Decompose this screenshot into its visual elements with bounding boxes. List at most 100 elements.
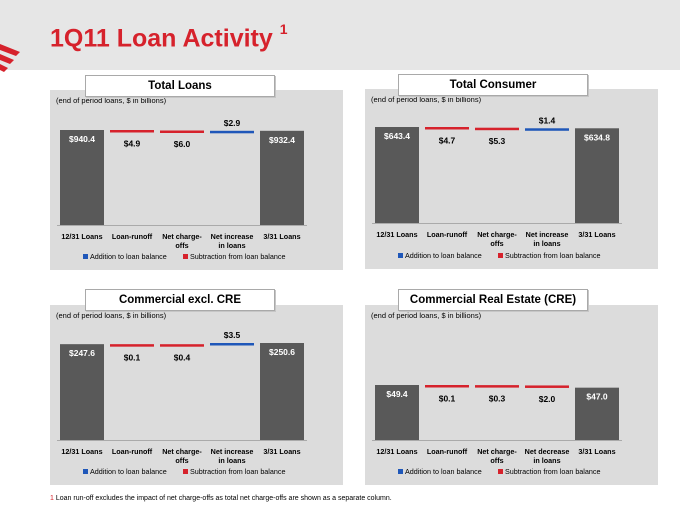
bar-cat-net-charge-offs bbox=[160, 344, 204, 347]
panel-subtitle: (end of period loans, $ in billions) bbox=[371, 311, 482, 320]
bar-cat-3-31-loans bbox=[260, 130, 304, 225]
panel-title-commercial-excl-cre: Commercial excl. CRE bbox=[85, 289, 275, 311]
axis-label-cat-3-31-loans: 3/31 Loans bbox=[263, 232, 300, 241]
value-label-cat-net-increase-in-loans: $3.5 bbox=[224, 330, 241, 340]
page-title: 1Q11 Loan Activity 1 bbox=[50, 21, 288, 53]
chart-commercial-excl-cre: $247.6 12/31 Loans $0.1 Loan-runoff $0.4 Net … bbox=[57, 330, 307, 476]
panel-title-total-loans: Total Loans bbox=[85, 75, 275, 97]
axis-label-cat-3-31-loans: 3/31 Loans bbox=[263, 447, 300, 456]
legend-label-addition: Addition to loan balance bbox=[90, 467, 167, 476]
chart-commercial-real-estate: $49.4 12/31 Loans $0.1 Loan-runoff $0.3 Net c… bbox=[372, 385, 622, 476]
panel-subtitle: (end of period loans, $ in billions) bbox=[56, 311, 167, 320]
value-label-cat-12-31-loans: $643.4 bbox=[384, 131, 410, 141]
value-label-cat-12-31-loans: $940.4 bbox=[69, 134, 95, 144]
bar-cat-loan-runoff bbox=[425, 385, 469, 388]
value-label-cat-12-31-loans: $49.4 bbox=[386, 389, 408, 399]
axis-label-cat-3-31-loans: 3/31 Loans bbox=[578, 447, 615, 456]
axis-label-cat-3-31-loans: 3/31 Loans bbox=[578, 230, 615, 239]
legend-swatch-addition bbox=[398, 253, 403, 258]
bar-cat-net-increase-in-loans bbox=[210, 343, 254, 346]
page-title-footnote-marker: 1 bbox=[279, 21, 288, 37]
bar-cat-loan-runoff bbox=[110, 130, 154, 133]
bank-logo-icon bbox=[0, 44, 20, 72]
legend-label-addition: Addition to loan balance bbox=[405, 251, 482, 260]
footnote: 1 Loan run-off excludes the impact of ne… bbox=[50, 495, 392, 502]
value-label-cat-12-31-loans: $247.6 bbox=[69, 348, 95, 358]
panel-subtitle: (end of period loans, $ in billions) bbox=[56, 96, 167, 105]
axis-label-cat-net-charge-offs: Net charge-offs bbox=[477, 230, 517, 248]
bar-cat-net-increase-in-loans bbox=[210, 130, 254, 134]
axis-label-cat-12-31-loans: 12/31 Loans bbox=[376, 447, 417, 456]
legend-swatch-addition bbox=[398, 469, 403, 474]
legend-swatch-subtraction bbox=[183, 254, 188, 259]
panel-total-consumer: (end of period loans, $ in billions) $64… bbox=[365, 89, 658, 269]
axis-label-cat-net-charge-offs: Net charge-offs bbox=[477, 447, 517, 465]
axis-label-cat-loan-runoff: Loan-runoff bbox=[112, 232, 153, 241]
value-label-cat-net-increase-in-loans: $1.4 bbox=[539, 115, 556, 125]
bar-cat-loan-runoff bbox=[425, 127, 469, 130]
axis-label-cat-net-increase-in-loans: Net increase in loans bbox=[211, 232, 254, 250]
value-label-cat-3-31-loans: $932.4 bbox=[269, 135, 295, 145]
panel-total-loans: (end of period loans, $ in billions) $94… bbox=[50, 90, 343, 270]
value-label-cat-net-increase-in-loans: $2.9 bbox=[224, 118, 241, 128]
chart-total-loans: $940.4 12/31 Loans $4.9 Loan-runoff $6.0 Net … bbox=[57, 118, 307, 261]
panel-subtitle: (end of period loans, $ in billions) bbox=[371, 95, 482, 104]
bar-cat-net-charge-offs bbox=[475, 385, 519, 388]
bar-cat-3-31-loans bbox=[575, 387, 619, 440]
footnote-marker: 1 bbox=[50, 495, 54, 502]
axis-label-cat-net-increase-in-loans: Net increase in loans bbox=[211, 447, 254, 465]
bar-cat-net-charge-offs bbox=[475, 127, 519, 131]
legend-label-addition: Addition to loan balance bbox=[90, 252, 167, 261]
legend-swatch-subtraction bbox=[498, 469, 503, 474]
bar-cat-net-charge-offs bbox=[160, 130, 204, 133]
header-band bbox=[0, 0, 680, 70]
legend-label-subtraction: Subtraction from loan balance bbox=[505, 467, 601, 476]
value-label-cat-loan-runoff: $0.1 bbox=[124, 353, 141, 363]
bar-cat-3-31-loans bbox=[260, 343, 304, 440]
value-label-cat-loan-runoff: $0.1 bbox=[439, 394, 456, 404]
axis-label-cat-net-charge-offs: Net charge-offs bbox=[162, 232, 202, 250]
axis-label-cat-net-increase-in-loans: Net increase in loans bbox=[526, 230, 569, 248]
legend-label-subtraction: Subtraction from loan balance bbox=[190, 467, 286, 476]
bar-cat-loan-runoff bbox=[110, 344, 154, 347]
bar-cat-12-31-loans bbox=[60, 130, 104, 225]
panel-commercial-excl-cre: (end of period loans, $ in billions) $24… bbox=[50, 305, 343, 485]
axis-label-cat-12-31-loans: 12/31 Loans bbox=[61, 232, 102, 241]
bar-cat-12-31-loans bbox=[375, 127, 419, 223]
axis-label-cat-loan-runoff: Loan-runoff bbox=[112, 447, 153, 456]
value-label-cat-net-charge-offs: $5.3 bbox=[489, 136, 506, 146]
value-label-cat-net-charge-offs: $0.3 bbox=[489, 394, 506, 404]
value-label-cat-net-charge-offs: $6.0 bbox=[174, 139, 191, 149]
panel-commercial-real-estate: (end of period loans, $ in billions) $49… bbox=[365, 305, 658, 485]
legend-swatch-addition bbox=[83, 469, 88, 474]
value-label-cat-net-decrease-in-loans: $2.0 bbox=[539, 394, 556, 404]
page-title-text: 1Q11 Loan Activity bbox=[50, 24, 273, 53]
panel-title-commercial-real-estate: Commercial Real Estate (CRE) bbox=[398, 289, 588, 311]
bar-cat-12-31-loans bbox=[60, 344, 104, 440]
bar-cat-12-31-loans bbox=[375, 385, 419, 440]
value-label-cat-3-31-loans: $634.8 bbox=[584, 132, 610, 142]
axis-label-cat-loan-runoff: Loan-runoff bbox=[427, 447, 468, 456]
axis-label-cat-12-31-loans: 12/31 Loans bbox=[61, 447, 102, 456]
legend-swatch-subtraction bbox=[183, 469, 188, 474]
value-label-cat-loan-runoff: $4.9 bbox=[124, 139, 141, 149]
chart-total-consumer: $643.4 12/31 Loans $4.7 Loan-runoff $5.3 Net … bbox=[372, 115, 622, 260]
value-label-cat-net-charge-offs: $0.4 bbox=[174, 353, 191, 363]
legend-label-subtraction: Subtraction from loan balance bbox=[505, 251, 601, 260]
bar-cat-3-31-loans bbox=[575, 128, 619, 223]
footnote-text: Loan run-off excludes the impact of net … bbox=[55, 495, 392, 502]
legend-swatch-subtraction bbox=[498, 253, 503, 258]
value-label-cat-3-31-loans: $250.6 bbox=[269, 347, 295, 357]
axis-label-cat-net-decrease-in-loans: Net decrease in loans bbox=[525, 447, 570, 465]
legend-label-addition: Addition to loan balance bbox=[405, 467, 482, 476]
value-label-cat-loan-runoff: $4.7 bbox=[439, 136, 456, 146]
legend-label-subtraction: Subtraction from loan balance bbox=[190, 252, 286, 261]
legend-swatch-addition bbox=[83, 254, 88, 259]
bar-cat-net-increase-in-loans bbox=[525, 128, 569, 131]
value-label-cat-3-31-loans: $47.0 bbox=[586, 392, 608, 402]
axis-label-cat-net-charge-offs: Net charge-offs bbox=[162, 447, 202, 465]
panel-title-total-consumer: Total Consumer bbox=[398, 74, 588, 96]
bar-cat-net-decrease-in-loans bbox=[525, 385, 569, 388]
axis-label-cat-12-31-loans: 12/31 Loans bbox=[376, 230, 417, 239]
axis-label-cat-loan-runoff: Loan-runoff bbox=[427, 230, 468, 239]
